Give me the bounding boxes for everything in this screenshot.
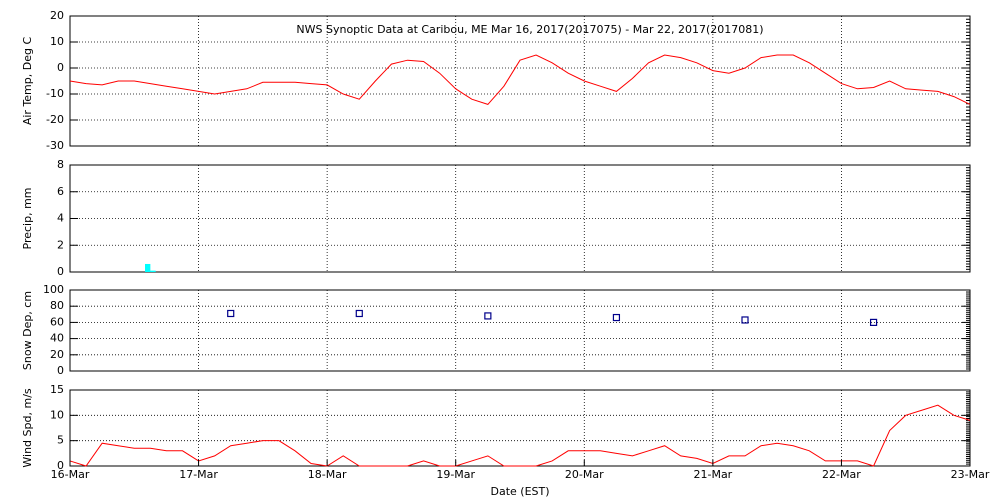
y-tick-label: 0 — [57, 61, 64, 74]
y-axis-label: Wind Spd, m/s — [21, 388, 34, 468]
data-line — [69, 54, 971, 105]
y-tick-label: 4 — [57, 212, 64, 225]
x-tick-label: 16-Mar — [51, 468, 90, 481]
y-tick-label: 80 — [50, 299, 64, 312]
y-tick-label: 0 — [57, 364, 64, 377]
y-tick-label: 20 — [50, 348, 64, 361]
point — [612, 313, 621, 322]
y-axis-label: Snow Dep, cm — [21, 291, 34, 370]
plot-frame — [69, 289, 971, 372]
y-tick-label: 10 — [50, 408, 64, 421]
y-tick-label: 5 — [57, 434, 64, 447]
x-tick-label: 22-Mar — [822, 468, 861, 481]
plot-frame — [69, 389, 971, 467]
y-tick-label: -10 — [46, 87, 64, 100]
y-tick-label: -30 — [46, 139, 64, 152]
y-tick-label: 15 — [50, 383, 64, 396]
point — [227, 309, 235, 318]
bar — [145, 263, 151, 272]
y-axis-label: Precip, mm — [21, 188, 34, 250]
x-axis-label: Date (EST) — [490, 485, 549, 498]
point — [484, 312, 492, 320]
y-tick-label: 0 — [57, 459, 64, 472]
y-tick-label: 6 — [57, 185, 64, 198]
y-tick-label: 0 — [57, 265, 64, 278]
data-line — [69, 404, 971, 467]
x-tick-label: 19-Mar — [436, 468, 475, 481]
y-tick-label: 10 — [50, 35, 64, 48]
x-tick-label: 20-Mar — [565, 468, 604, 481]
y-tick-label: 2 — [57, 238, 64, 251]
point — [869, 318, 878, 326]
y-tick-label: -20 — [46, 113, 64, 126]
x-tick-label: 23-Mar — [951, 468, 990, 481]
point — [741, 316, 749, 324]
chart-title: NWS Synoptic Data at Caribou, ME Mar 16,… — [296, 23, 763, 36]
plot-frame — [69, 164, 971, 273]
x-tick-label: 17-Mar — [179, 468, 218, 481]
bar — [150, 270, 156, 272]
x-tick-label: 18-Mar — [308, 468, 347, 481]
x-tick-label: 21-Mar — [693, 468, 732, 481]
y-tick-label: 8 — [57, 158, 64, 171]
y-tick-label: 20 — [50, 9, 64, 22]
y-axis-label: Air Temp, Deg C — [21, 37, 34, 126]
y-tick-label: 60 — [50, 315, 64, 328]
point — [355, 309, 363, 318]
y-tick-label: 40 — [50, 332, 64, 345]
y-tick-label: 100 — [43, 283, 64, 296]
